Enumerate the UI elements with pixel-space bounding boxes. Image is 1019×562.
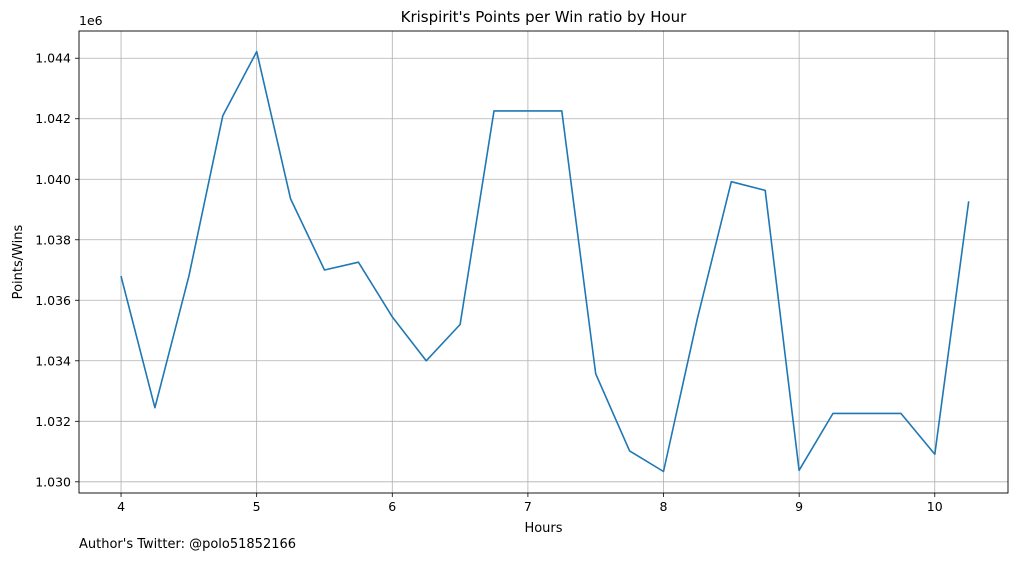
x-tick-label: 6	[388, 499, 396, 514]
y-tick-label: 1.034	[35, 353, 71, 368]
y-tick-label: 1.044	[35, 51, 71, 66]
y-axis-label: Points/Wins	[11, 224, 26, 299]
x-axis-label: Hours	[524, 521, 562, 536]
y-axis-ticks: 1.030 1.032 1.034 1.036 1.038 1.040 1.042 1.044	[35, 51, 79, 489]
y-tick-label: 1.036	[35, 293, 71, 308]
x-axis-ticks: 4 5 6 7 8 9 10	[117, 493, 943, 514]
x-tick-label: 10	[927, 499, 943, 514]
y-tick-label: 1.040	[35, 172, 71, 187]
x-tick-label: 9	[795, 499, 803, 514]
x-tick-label: 8	[660, 499, 668, 514]
y-axis-offset-label: 1e6	[79, 13, 103, 28]
series-line	[120, 50, 970, 473]
plot-frame	[78, 30, 1009, 494]
y-tick-label: 1.032	[35, 414, 71, 429]
x-tick-label: 4	[117, 499, 125, 514]
author-twitter-footer: Author's Twitter: @polo51852166	[79, 537, 297, 552]
x-tick-label: 5	[253, 499, 261, 514]
series-group	[120, 50, 970, 473]
chart-title: Krispirit's Points per Win ratio by Hour	[401, 8, 688, 26]
x-tick-label: 7	[524, 499, 532, 514]
y-tick-label: 1.030	[35, 474, 71, 489]
grid-lines	[79, 31, 1008, 493]
y-tick-label: 1.038	[35, 232, 71, 247]
y-tick-label: 1.042	[35, 111, 71, 126]
